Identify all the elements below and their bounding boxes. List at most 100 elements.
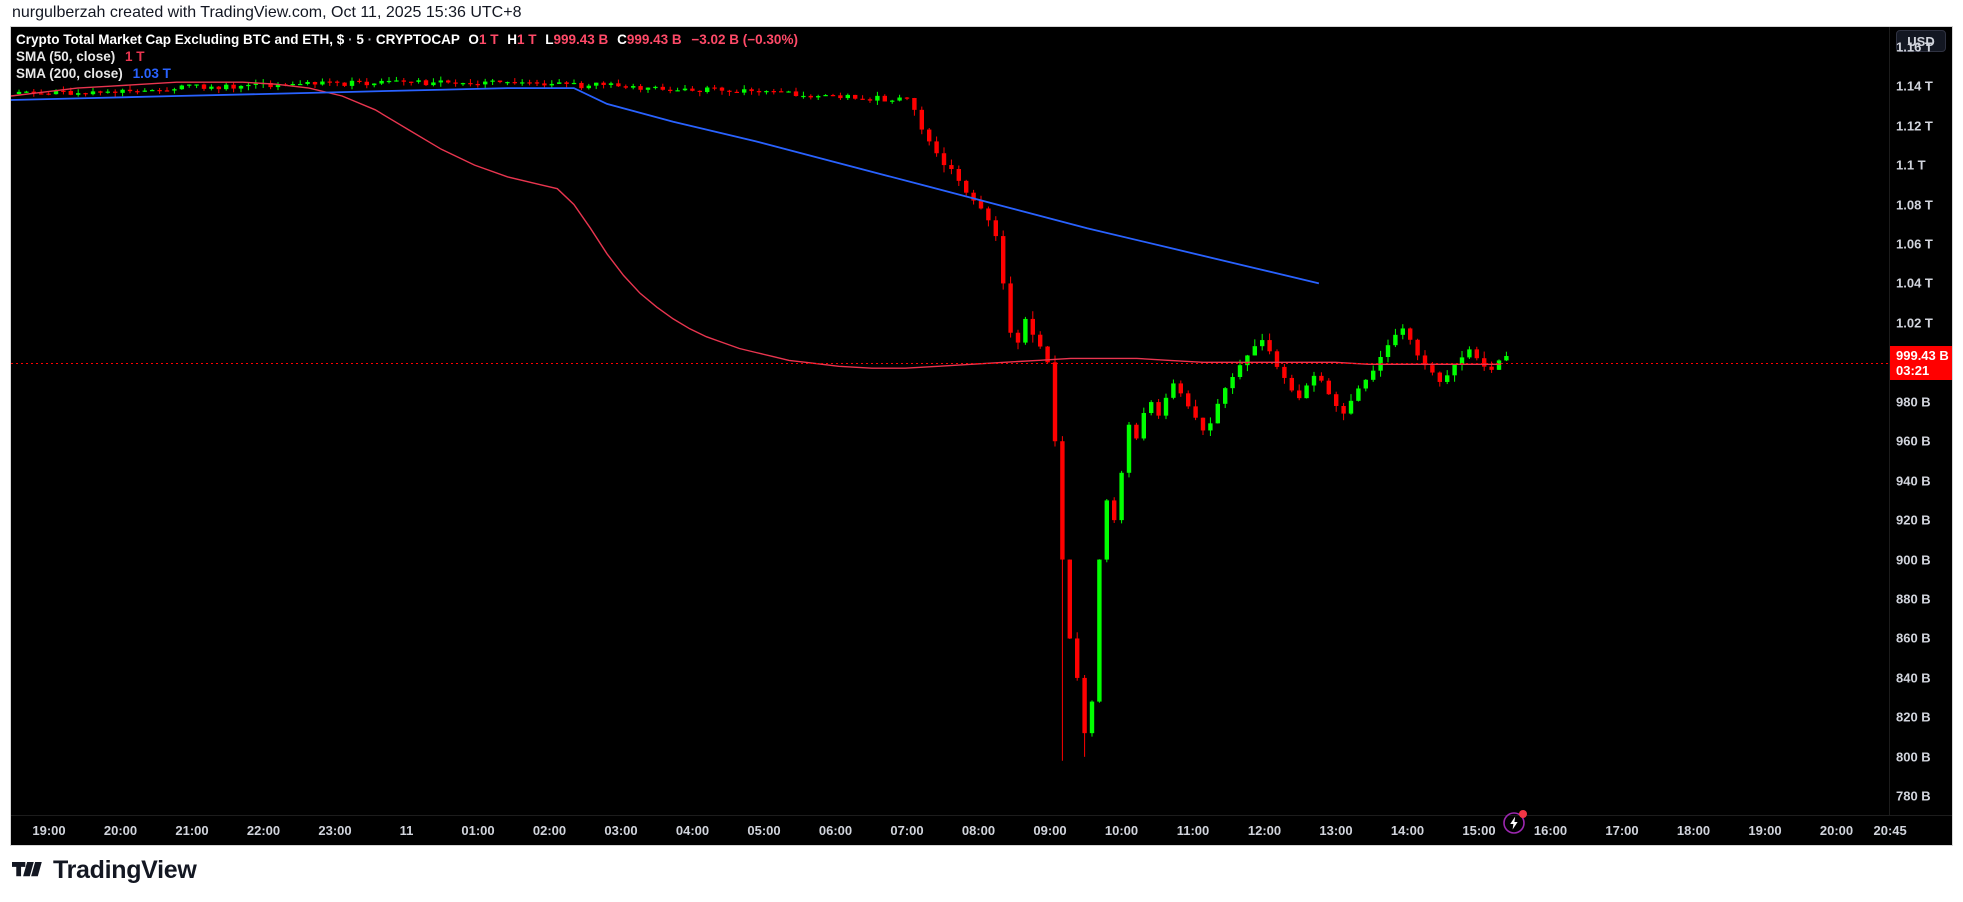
candle-body (786, 91, 791, 93)
candle-body (601, 82, 606, 85)
candle-body (1356, 388, 1361, 401)
candle-body (978, 200, 984, 209)
candlestick-plot (11, 27, 1889, 816)
time-tick: 15:00 (1462, 823, 1496, 838)
candle-body (941, 153, 947, 166)
candle-body (76, 93, 81, 95)
candle-body (423, 80, 429, 86)
candle-body (1474, 349, 1479, 359)
candle-body (653, 86, 658, 89)
candle-body (1489, 366, 1494, 370)
time-tick: 11:00 (1176, 823, 1210, 838)
time-tick: 22:00 (246, 823, 281, 838)
candle-body (608, 83, 614, 85)
time-tick: 20:45 (1873, 823, 1907, 838)
currency-badge[interactable]: USD (1896, 30, 1946, 52)
time-tick: 20:00 (103, 823, 138, 838)
time-tick: 18:00 (1676, 823, 1711, 838)
candle-body (1237, 365, 1243, 378)
bar-countdown: 03:21 (1896, 363, 1930, 379)
candle-body (497, 80, 503, 83)
candle-body (483, 81, 488, 85)
candle-body (638, 86, 643, 90)
candle-body (164, 90, 170, 92)
candle-body (1215, 403, 1220, 424)
candle-body (1319, 375, 1324, 381)
candle-body (431, 82, 436, 86)
candle-body (1289, 377, 1294, 391)
candle-body (867, 99, 873, 101)
current-price-badge: 999.43 B 03:21 (1890, 346, 1952, 381)
candle-body (305, 82, 310, 84)
candle-body (224, 84, 229, 90)
candle-body (779, 91, 784, 93)
tradingview-mark-icon (12, 862, 42, 877)
candle-body (534, 82, 540, 84)
chart-plot-area[interactable] (11, 27, 1889, 816)
candle-body (349, 80, 355, 86)
candle-body (705, 87, 710, 93)
candle-body (830, 95, 836, 97)
candle-body (934, 141, 939, 154)
candle-body (1504, 356, 1509, 361)
candle-body (594, 82, 599, 86)
candle-body (468, 83, 473, 85)
time-tick: 17:00 (1605, 823, 1639, 838)
candle-body (1341, 405, 1346, 414)
candle-body (756, 91, 762, 93)
candle-body (1267, 340, 1272, 352)
candle-body (690, 88, 695, 91)
candle-body (1282, 366, 1287, 378)
candle-body (1274, 351, 1280, 367)
candle-body (771, 91, 776, 93)
candle-body (172, 89, 177, 91)
candle-body (490, 80, 495, 82)
candle-body (24, 91, 29, 93)
candle-body (1193, 406, 1198, 418)
candle-body (682, 88, 688, 91)
candle-body (660, 86, 665, 90)
candle-body (1496, 360, 1502, 370)
candle-body (1008, 283, 1013, 333)
candle-body (98, 91, 103, 93)
price-tick: 1.1 T (1896, 157, 1926, 173)
candle-body (1459, 357, 1465, 365)
candle-body (853, 94, 858, 99)
candle-body (1467, 349, 1472, 358)
price-tick: 860 B (1896, 630, 1931, 646)
candle-body (801, 95, 806, 98)
candle-body (1385, 345, 1391, 358)
time-tick: 13:00 (1319, 823, 1353, 838)
candle-body (1252, 346, 1257, 356)
candle-body (1415, 339, 1420, 356)
candle-body (1052, 362, 1058, 442)
candle-body (105, 91, 110, 93)
candle-body (1200, 417, 1206, 431)
candle-body (956, 169, 961, 181)
candle-body (808, 95, 813, 98)
candle-body (327, 81, 332, 83)
time-axis[interactable]: 19:00 20:00 21:00 22:00 23:00 11 01:00 02:00 03:… (11, 815, 1952, 845)
candle-body (1001, 236, 1006, 284)
candle-body (927, 129, 932, 142)
lightning-bolt-icon[interactable] (1502, 810, 1527, 835)
time-tick: 14:00 (1390, 823, 1425, 838)
candle-body (793, 91, 799, 97)
chart-frame: Crypto Total Market Cap Excluding BTC an… (10, 26, 1953, 846)
candle-body (83, 93, 88, 95)
candle-body (1230, 377, 1235, 389)
candle-body (475, 84, 480, 86)
candle-body (845, 94, 850, 99)
candle-body (90, 91, 96, 95)
candle-body (512, 82, 517, 84)
time-tick: 02:00 (532, 823, 567, 838)
candle-body (342, 82, 347, 86)
candle-body (668, 89, 673, 91)
candle-body (1245, 355, 1250, 366)
candle-body (875, 95, 880, 101)
price-axis[interactable]: USD 1.16 T 1.14 T 1.12 T 1.1 T 1.08 T 1.06 T 1… (1889, 27, 1952, 816)
price-tick: 1.04 T (1896, 275, 1933, 291)
time-tick: 07:00 (890, 823, 924, 838)
candle-body (453, 82, 458, 84)
candle-body (631, 86, 636, 88)
